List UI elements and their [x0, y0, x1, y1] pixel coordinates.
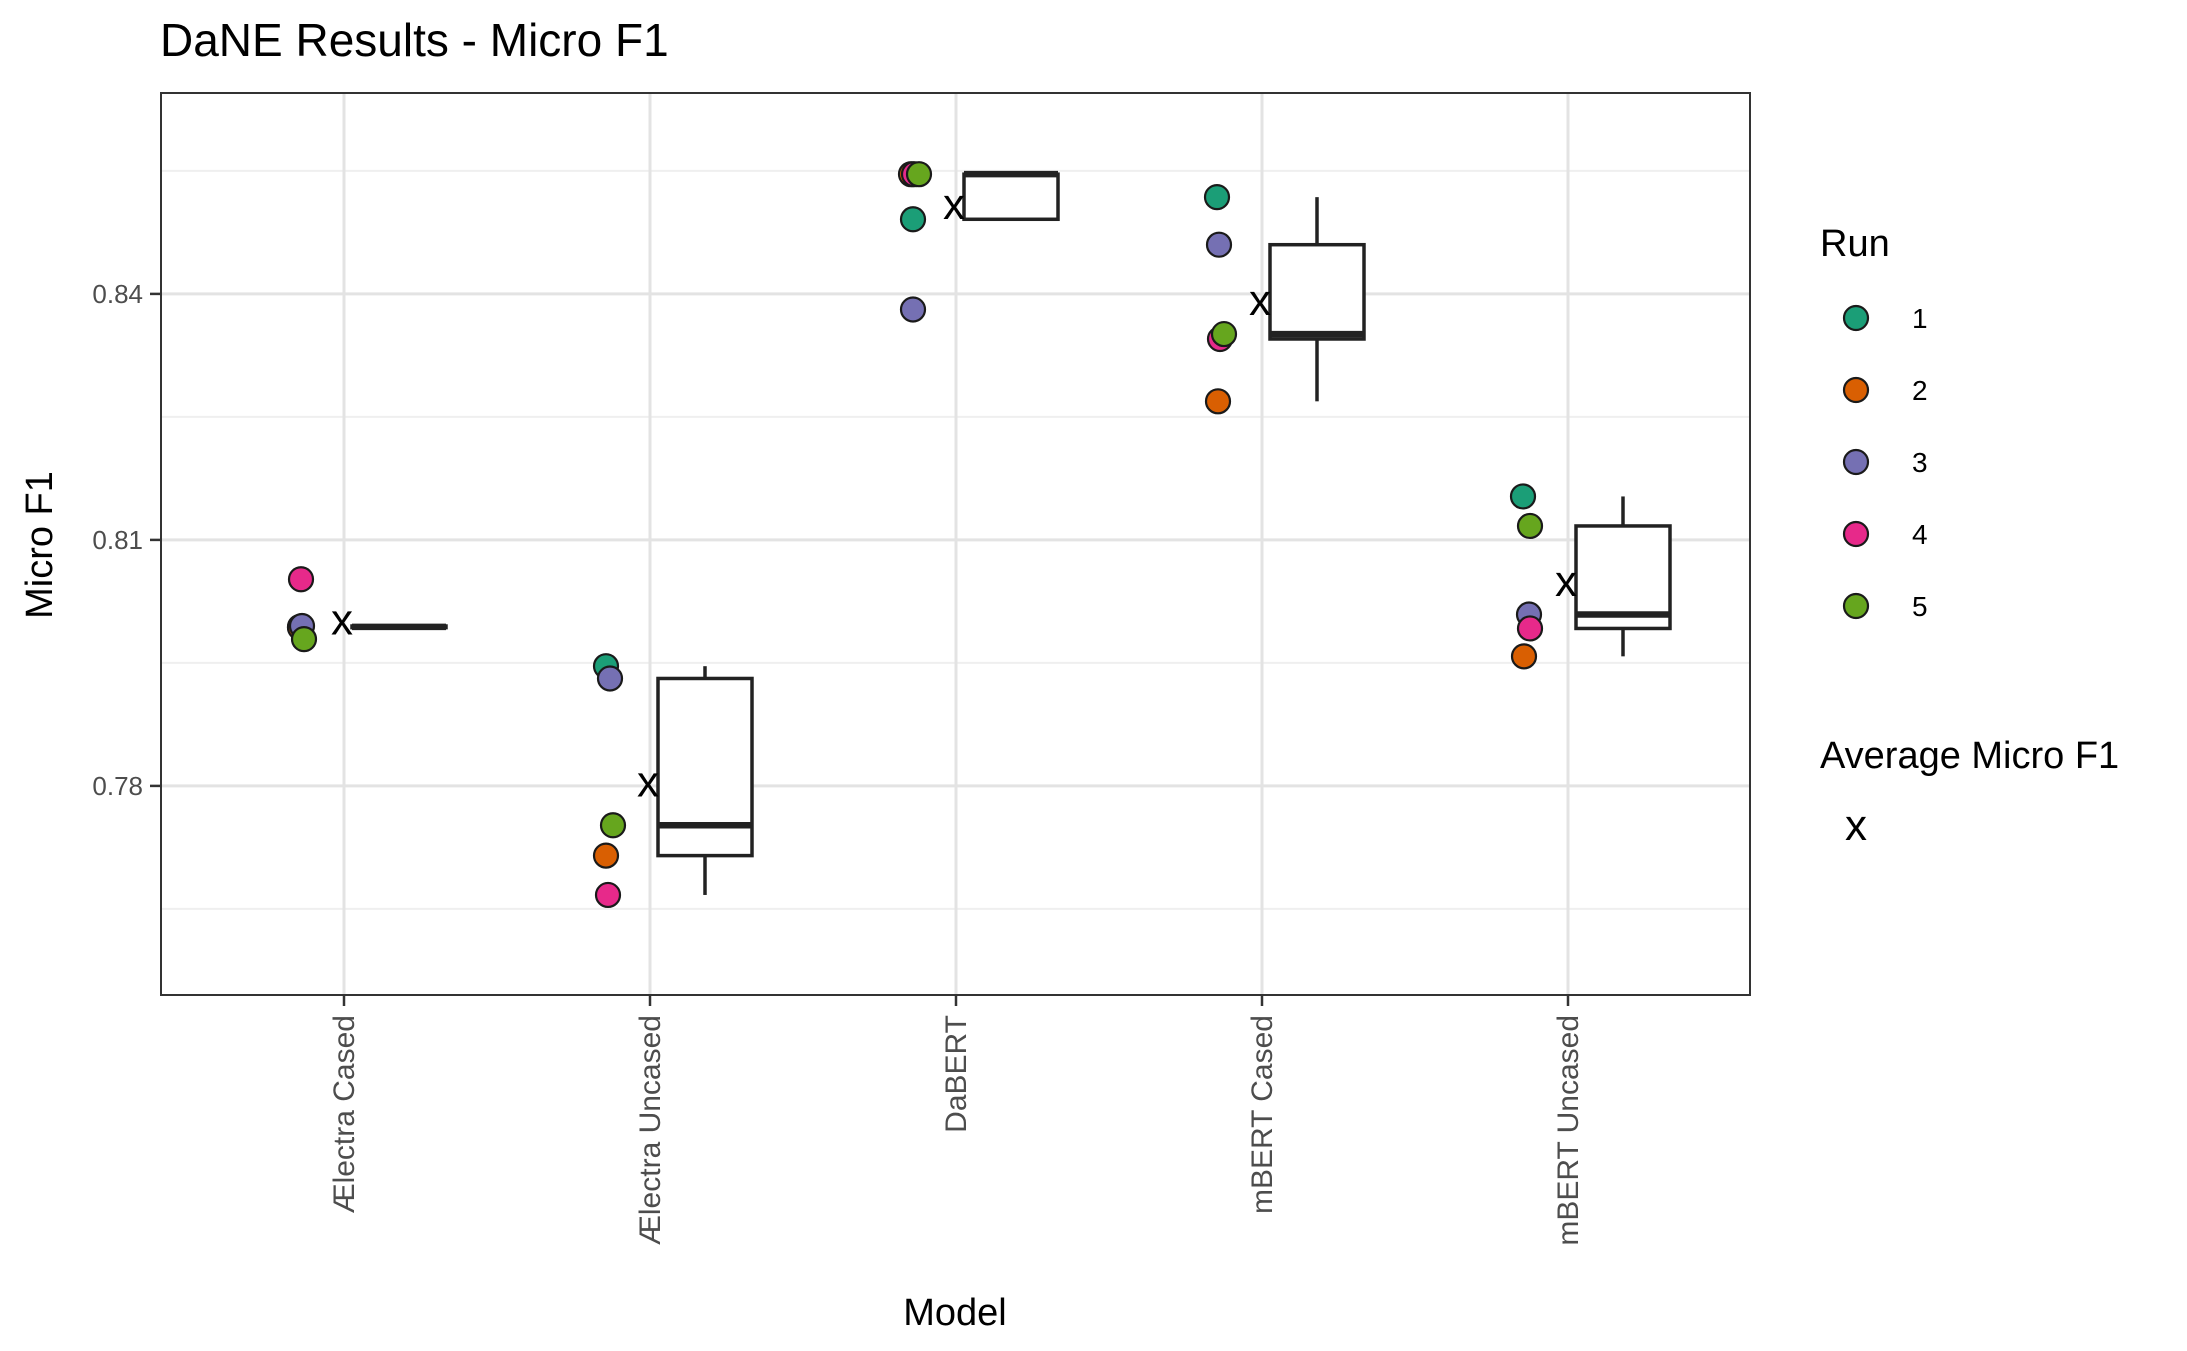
run-point: [1205, 231, 1233, 258]
run-point: [599, 812, 627, 839]
mean-marker: x: [1249, 276, 1271, 325]
run-point: [899, 296, 927, 323]
box-iqr: [656, 676, 754, 858]
run-point: [596, 665, 624, 692]
legend-run-items: 1 2 3 4 5: [1842, 303, 1928, 622]
legend-label: 5: [1912, 591, 1928, 622]
run-point: [905, 161, 933, 188]
run-point: [290, 626, 318, 653]
box-iqr: [1268, 242, 1366, 341]
run-point: [594, 881, 622, 909]
mean-markers: x x x x x: [331, 180, 1577, 806]
legend-item: 2: [1842, 375, 1928, 406]
legend-average-symbol: x: [1845, 801, 1867, 850]
x-axis-title: Model: [903, 1292, 1007, 1334]
chart-title: DaNE Results - Micro F1: [160, 14, 669, 66]
legend-label: 1: [1912, 303, 1928, 334]
boxplot: [656, 666, 754, 895]
y-tick-label: 0.84: [92, 279, 143, 309]
mean-marker: x: [1555, 557, 1577, 606]
run-point: [1516, 615, 1544, 642]
legend-item: 5: [1842, 591, 1928, 622]
boxplot: [962, 170, 1060, 222]
run-point: [1204, 388, 1232, 415]
legend: Run 1 2 3 4 5 Average Micro F1 x: [1820, 223, 2119, 850]
x-tick-label: mBERT Cased: [1246, 1015, 1279, 1214]
legend-swatch: [1842, 592, 1870, 620]
legend-swatch: [1842, 448, 1870, 476]
mean-marker: x: [943, 180, 965, 229]
legend-label: 2: [1912, 375, 1928, 406]
run-point: [899, 206, 927, 233]
legend-label: 3: [1912, 447, 1928, 478]
mean-marker: x: [331, 596, 353, 645]
x-axis: Ælectra Cased Ælectra Uncased DaBERT mBERT …: [328, 995, 1585, 1246]
run-point: [1203, 184, 1231, 211]
boxplot: [1574, 496, 1672, 657]
legend-item: 3: [1842, 447, 1928, 478]
x-tick-label: Ælectra Uncased: [634, 1015, 667, 1245]
legend-item: 1: [1842, 303, 1928, 334]
run-point: [287, 566, 315, 593]
plot-panel: x x x x x: [160, 92, 1751, 996]
run-points: [286, 161, 1544, 909]
run-point: [1509, 483, 1537, 510]
x-tick-label: DaBERT: [940, 1015, 973, 1133]
x-tick-label: mBERT Uncased: [1552, 1015, 1585, 1246]
y-axis: 0.78 0.81 0.84: [92, 279, 161, 801]
legend-run-title: Run: [1820, 223, 1890, 265]
legend-swatch: [1842, 304, 1870, 332]
legend-swatch: [1842, 376, 1870, 404]
run-point: [592, 842, 620, 869]
legend-swatch: [1842, 520, 1870, 548]
boxplot: [1268, 197, 1366, 402]
x-tick-label: Ælectra Cased: [328, 1015, 361, 1213]
legend-label: 4: [1912, 519, 1928, 550]
run-point: [1210, 320, 1238, 348]
gridlines: [161, 93, 1750, 995]
y-axis-title: Micro F1: [19, 471, 61, 619]
run-point: [1516, 512, 1544, 540]
y-tick-label: 0.78: [92, 771, 143, 801]
legend-item: 4: [1842, 519, 1928, 550]
mean-marker: x: [637, 757, 659, 806]
box-iqr: [962, 172, 1060, 222]
legend-average-title: Average Micro F1: [1820, 735, 2119, 777]
y-tick-label: 0.81: [92, 525, 143, 555]
boxplot: [350, 623, 448, 631]
boxplots: [350, 170, 1672, 895]
run-point: [1510, 643, 1538, 670]
